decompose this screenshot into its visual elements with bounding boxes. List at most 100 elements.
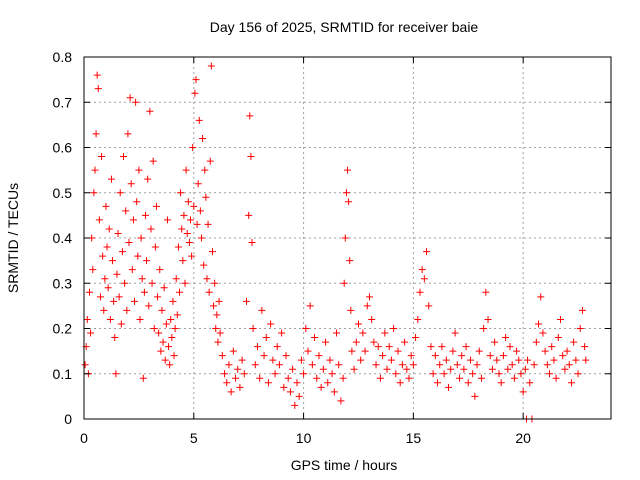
data-point [112,370,120,378]
data-point [169,297,177,305]
data-point [308,361,316,369]
x-tick-label: 5 [190,430,198,446]
data-point [502,334,510,342]
data-point [95,216,103,224]
data-point [172,275,180,283]
data-point [149,157,157,165]
data-point [350,365,358,373]
x-tick-label: 0 [80,430,88,446]
data-point [546,370,554,378]
data-point [116,189,124,197]
data-point [134,252,142,260]
data-point [436,361,444,369]
data-point [154,293,162,301]
data-point [114,229,122,237]
data-point [152,202,160,210]
data-point [181,279,189,287]
data-point [427,343,435,351]
data-point [186,216,194,224]
data-point [403,365,411,373]
data-point [363,302,371,310]
y-tick-label: 0.6 [53,140,73,156]
data-point [401,338,409,346]
data-point [273,343,281,351]
data-point [464,379,472,387]
x-tick-label: 10 [296,430,312,446]
data-point [484,315,492,323]
data-point [445,383,453,391]
data-point [572,356,580,364]
data-point [286,388,294,396]
data-point [414,315,422,323]
data-point [127,180,135,188]
data-point [147,225,155,233]
data-point [530,361,538,369]
data-point [462,343,470,351]
data-point [559,352,567,360]
data-point [447,365,455,373]
y-tick-label: 0.8 [53,49,73,65]
data-point [499,352,507,360]
data-point [326,356,334,364]
data-point [561,365,569,373]
data-point [357,356,365,364]
data-point [365,293,373,301]
data-point [466,356,474,364]
data-point [173,311,181,319]
data-point [249,325,257,332]
axis-ticks [83,56,611,420]
data-point [282,352,290,360]
data-point [471,392,479,400]
data-point [508,361,516,369]
data-point [383,365,391,373]
data-point [537,293,545,301]
data-point [425,302,433,310]
data-point [322,338,330,346]
data-point [418,266,426,274]
data-point [342,189,350,197]
data-point [345,198,353,206]
data-point [212,325,220,332]
data-point [491,338,499,346]
data-point [204,220,212,228]
data-point [405,374,413,382]
data-point [554,334,562,342]
data-point [157,347,165,355]
data-point [394,347,402,355]
data-point [124,130,132,138]
data-point [278,329,286,337]
data-point [210,302,218,310]
data-point [458,352,466,360]
data-point [100,306,108,314]
data-point [289,365,297,373]
data-points [81,62,590,423]
data-point [197,234,205,242]
data-point [423,248,431,256]
data-point [102,202,110,210]
data-point [232,374,240,382]
data-point [115,293,123,301]
data-point [376,374,384,382]
y-tick-label: 0.7 [53,94,73,110]
data-point [199,134,207,142]
data-point [248,239,256,247]
data-point [92,130,100,138]
data-point [132,98,140,106]
data-point [206,157,214,165]
data-point [453,361,461,369]
data-point [563,347,571,355]
data-point [150,325,158,332]
data-point [133,198,141,206]
data-point [339,374,347,382]
data-point [455,374,463,382]
data-point [238,356,246,364]
data-point [387,356,395,364]
data-point [236,383,244,391]
data-point [319,365,327,373]
data-point [196,207,204,215]
data-point [207,62,215,70]
data-point [302,325,310,332]
data-point [567,379,575,387]
x-tick-label: 15 [406,430,422,446]
